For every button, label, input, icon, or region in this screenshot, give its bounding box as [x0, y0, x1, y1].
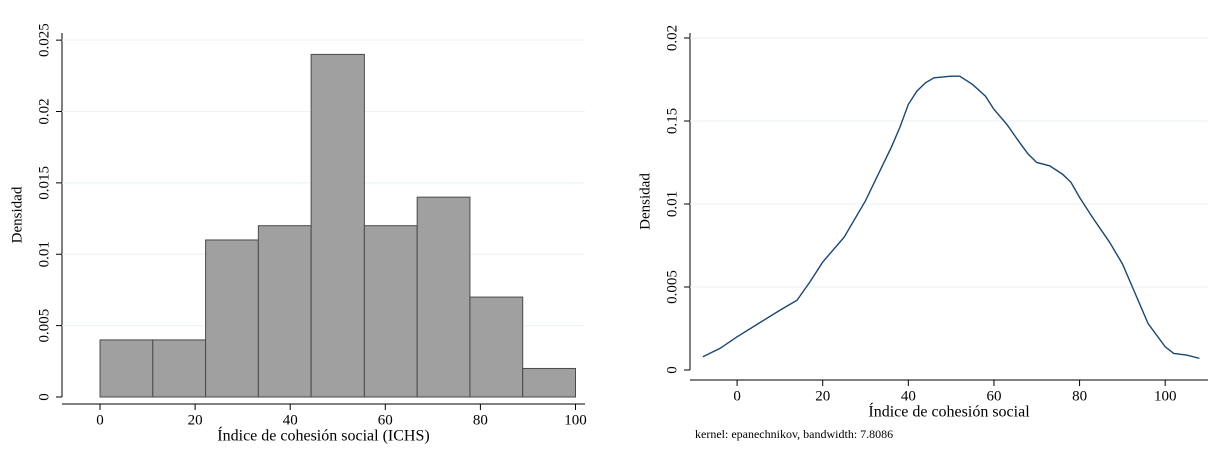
bar	[205, 239, 259, 398]
y-tick-label: 0.15	[664, 108, 680, 134]
annotation: kernel: epanechnikov, bandwidth: 7.8086	[695, 427, 893, 441]
density-line	[702, 75, 1200, 360]
y-tick-label: 0.02	[36, 98, 52, 124]
bar	[363, 225, 418, 398]
x-tick-label: 80	[1072, 388, 1087, 404]
x-axis-label: Índice de cohesión social (ICHS)	[217, 426, 429, 445]
bar	[152, 339, 207, 398]
y-axis-label: Densidad	[9, 186, 25, 243]
y-tick-label: 0.015	[36, 166, 52, 200]
y-tick-label: 0	[36, 393, 52, 401]
x-axis-label: Índice de cohesión social	[868, 402, 1030, 421]
y-axis-label: Densidad	[637, 173, 653, 230]
bar	[522, 367, 576, 398]
x-tick-label: 40	[283, 412, 298, 428]
y-tick-label: 0.025	[36, 23, 52, 57]
bar	[257, 225, 312, 398]
bar	[416, 196, 471, 398]
y-tick-label: 0.005	[36, 309, 52, 343]
x-tick-label: 100	[564, 412, 587, 428]
x-tick-label: 60	[378, 412, 393, 428]
y-tick-label: 0	[664, 366, 680, 374]
x-tick-label: 60	[986, 388, 1001, 404]
x-tick-label: 80	[473, 412, 488, 428]
y-tick-label: 0.01	[664, 191, 680, 217]
x-tick-label: 20	[188, 412, 203, 428]
bar	[99, 339, 154, 398]
y-tick-label: 0.005	[664, 270, 680, 304]
y-tick-label: 0.02	[664, 25, 680, 51]
x-tick-label: 40	[901, 388, 916, 404]
x-tick-label: 0	[733, 388, 741, 404]
y-tick-label: 0.01	[36, 241, 52, 267]
x-tick-label: 100	[1154, 388, 1177, 404]
x-tick-label: 20	[815, 388, 830, 404]
bar	[310, 53, 365, 398]
x-tick-label: 0	[96, 412, 104, 428]
bar	[469, 296, 524, 398]
